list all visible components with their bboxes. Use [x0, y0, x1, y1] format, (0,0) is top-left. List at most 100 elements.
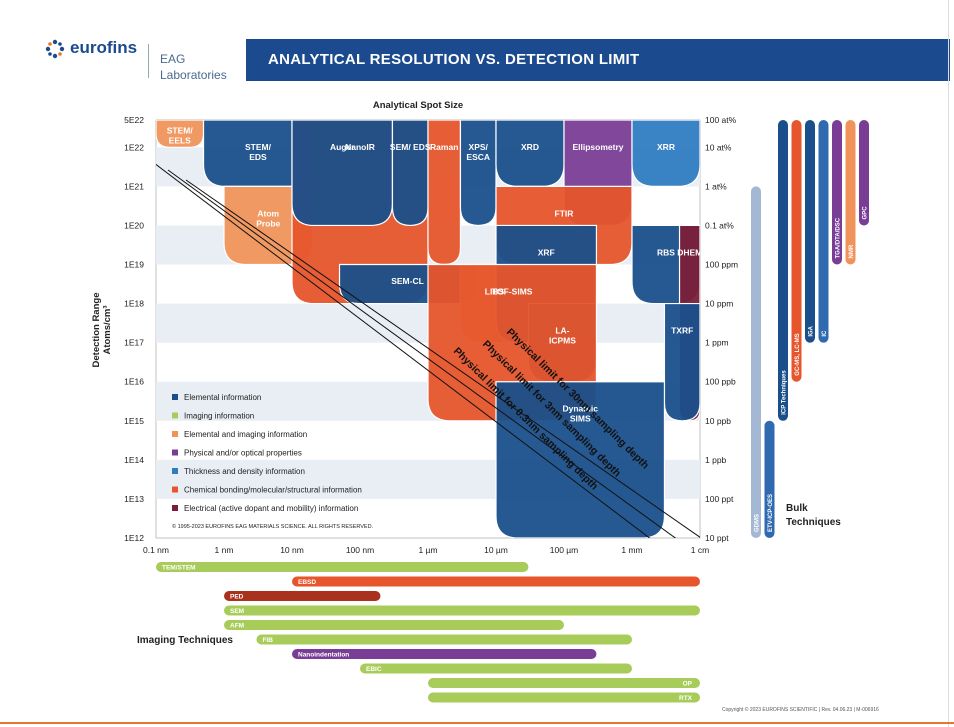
imaging-bar-sem — [224, 605, 700, 616]
y-tick-left: 1E22 — [124, 142, 144, 152]
legend-label: Physical and/or optical properties — [184, 449, 302, 458]
y-tick-right: 100 ppm — [705, 260, 738, 270]
legend-swatch — [172, 412, 178, 419]
imaging-label-ebsd: EBSD — [298, 579, 316, 586]
bulk-label-gc-ms-lc-ms: GC-MS, LC-MS — [795, 333, 801, 375]
y-tick-left: 1E12 — [124, 533, 144, 543]
y-axis-label: Detection RangeAtoms/cm³ — [91, 293, 113, 368]
technique-label-ellipsometry: Ellipsometry — [572, 142, 623, 152]
technique-label-xrr: XRR — [657, 142, 675, 152]
imaging-label-rtx: RTX — [679, 695, 693, 702]
chart-title: Analytical Spot Size — [373, 100, 463, 111]
technique-area-auger — [291, 120, 394, 227]
limit-line-3 — [185, 179, 700, 538]
y-tick-right: 1 at% — [705, 181, 727, 191]
x-tick: 100 µm — [550, 545, 579, 555]
x-tick: 0.1 nm — [143, 545, 169, 555]
technique-label-atom-probe: Atom Probe — [256, 208, 280, 228]
technique-label-raman: Raman — [430, 142, 458, 152]
y-tick-left: 1E15 — [124, 416, 144, 426]
bulk-label-etv-icp-oes: ETV-ICP-OES — [768, 494, 774, 532]
y-tick-left: 1E18 — [124, 299, 144, 309]
lab-name-line1: EAG — [160, 52, 186, 66]
technique-area-sem-eds — [391, 120, 429, 227]
y-tick-right: 10 ppt — [705, 533, 729, 543]
technique-label-dhem: DHEM — [677, 247, 702, 257]
imaging-bar-op — [428, 678, 700, 688]
technique-label-xrf: XRF — [538, 247, 555, 257]
technique-label-auger: Auger — [330, 142, 355, 152]
bulk-title-line1: Bulk — [786, 503, 808, 514]
imaging-label-afm: AFM — [230, 623, 244, 630]
technique-label-nanoir: NanoIR — [345, 142, 375, 152]
y-tick-left: 5E22 — [124, 115, 144, 125]
page-title: ANALYTICAL RESOLUTION VS. DETECTION LIMI… — [268, 51, 640, 68]
footer-copyright: Copyright © 2023 EUROFINS SCIENTIFIC | R… — [722, 707, 879, 713]
legend-swatch — [172, 468, 178, 474]
x-tick: 1 cm — [691, 545, 709, 555]
legend-copyright: © 1995-2023 EUROFINS EAG MATERIALS SCIEN… — [172, 523, 374, 530]
legend-swatch — [172, 486, 178, 493]
technique-label-stem-eds: STEM/EDS — [245, 142, 272, 162]
bulk-label-gpc: GPC — [863, 206, 869, 220]
imaging-bar-ebsd — [292, 576, 700, 587]
technique-label-xps-esca: XPS/ESCA — [466, 142, 490, 162]
technique-label-la-icpms: LA-ICPMS — [549, 326, 576, 346]
imaging-bar-tem-stem — [156, 562, 529, 572]
imaging-title: Imaging Techniques — [137, 635, 233, 646]
technique-area-txrf — [663, 302, 700, 422]
limit-line-1 — [156, 163, 651, 538]
y-tick-left: 1E21 — [124, 181, 144, 191]
logo-divider — [148, 44, 149, 78]
technique-label-ftir: FTIR — [555, 208, 574, 218]
bulk-bar-gpc — [859, 120, 869, 226]
bulk-bar-tga-dta-dsc — [832, 120, 842, 265]
technique-label-libs: LIBS — [485, 287, 505, 297]
y-tick-right: 1 ppb — [705, 455, 727, 465]
right-rule — [948, 0, 949, 727]
imaging-bar-fib — [256, 634, 632, 645]
y-tick-right: 10 at% — [705, 142, 732, 152]
technique-label-xrd: XRD — [521, 142, 539, 152]
bulk-bar-gdms — [751, 186, 761, 538]
technique-area-dynamic-sims — [495, 381, 666, 538]
bottom-rule — [0, 722, 954, 724]
imaging-label-sem: SEM — [230, 608, 244, 615]
bulk-bar-ic — [818, 120, 829, 343]
limit-line-2 — [167, 169, 677, 538]
x-tick: 10 µm — [484, 545, 508, 555]
technique-label-rbs: RBS — [657, 247, 675, 257]
bulk-label-icp-techniques: ICP Techniques — [782, 370, 788, 415]
imaging-label-op: OP — [683, 681, 693, 688]
legend-label: Elemental and imaging information — [184, 430, 307, 439]
legend-label: Elemental information — [184, 393, 261, 402]
y-tick-left: 1E17 — [124, 338, 144, 348]
legend-label: Electrical (active dopant and mobility) … — [184, 504, 358, 513]
y-tick-right: 0.1 at% — [705, 220, 734, 230]
technique-label-stem-eels: STEM/EELS — [167, 126, 194, 146]
y-tick-left: 1E13 — [124, 494, 144, 504]
bulk-label-nmr: NMR — [849, 244, 855, 258]
bulk-bar-gc-ms-lc-ms — [791, 120, 802, 382]
lab-name-line2: Laboratories — [160, 68, 227, 82]
bulk-bar-iga — [805, 120, 815, 343]
y-tick-left: 1E16 — [124, 377, 144, 387]
legend-swatch — [172, 505, 178, 511]
bulk-bar-icp-techniques — [778, 120, 788, 421]
imaging-label-ped: PED — [230, 594, 244, 601]
x-tick: 100 nm — [346, 545, 374, 555]
x-tick: 1 mm — [621, 545, 642, 555]
brand-name: eurofins — [70, 38, 138, 57]
technique-label-dynamic-sims: Dynamic SIMS — [563, 404, 599, 424]
title-bar — [246, 39, 950, 81]
imaging-bar-rtx — [428, 692, 700, 703]
y-tick-right: 10 ppb — [705, 416, 731, 426]
imaging-label-nanoindentation: Nanoindentation — [298, 652, 349, 659]
y-tick-right: 100 at% — [705, 115, 737, 125]
bulk-label-iga: IGA — [809, 325, 815, 336]
y-tick-left: 1E20 — [124, 220, 144, 230]
technique-label-tof-sims: TOF-SIMS — [492, 287, 533, 297]
technique-area-xrd — [495, 120, 565, 187]
